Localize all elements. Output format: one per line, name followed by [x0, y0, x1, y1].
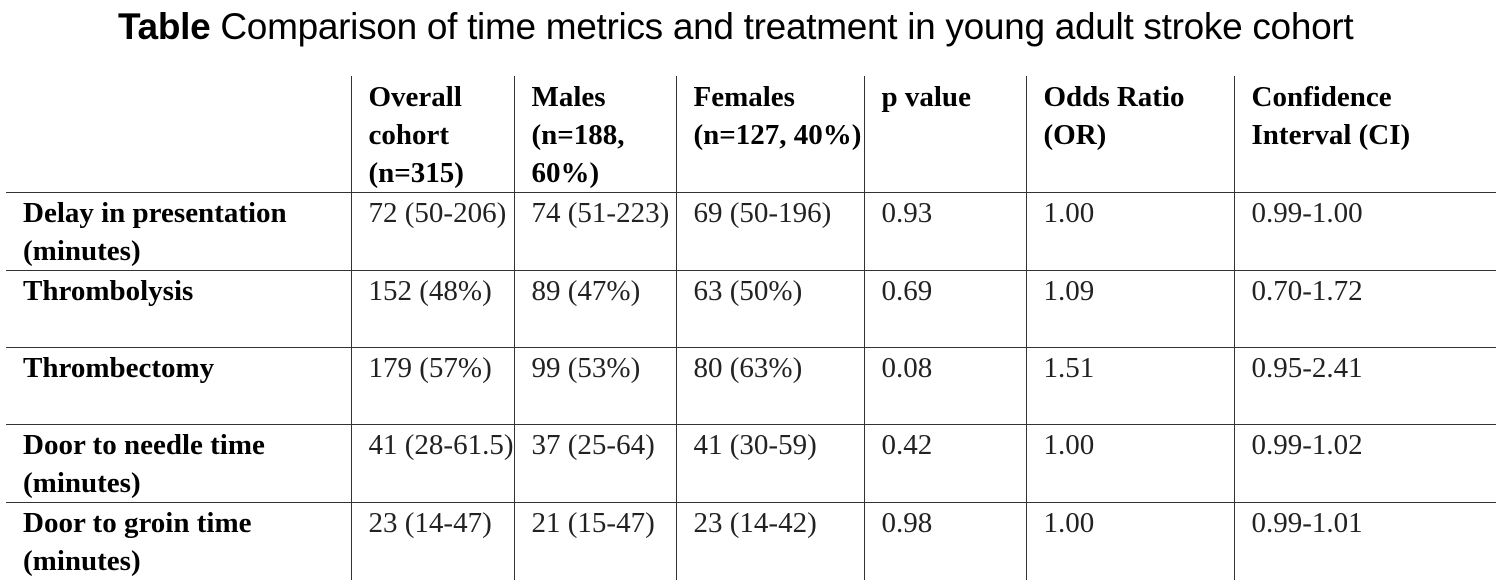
cell-females: 23 (14-42)	[675, 502, 864, 580]
cell-p-value: 0.42	[863, 424, 1026, 503]
cell-females: 63 (50%)	[675, 270, 864, 348]
cell-confidence-interval: 0.70-1.72	[1233, 270, 1496, 348]
cell-p-value: 0.98	[863, 502, 1026, 580]
cell-odds-ratio: 1.00	[1025, 502, 1234, 580]
cell-confidence-interval: 0.99-1.02	[1233, 424, 1496, 503]
cell-confidence-interval: 0.95-2.41	[1233, 347, 1496, 425]
cell-p-value: 0.69	[863, 270, 1026, 348]
cell-odds-ratio: 1.00	[1025, 424, 1234, 503]
header-males: Males (n=188, 60%)	[513, 76, 676, 193]
table-title-label: Table	[118, 6, 211, 47]
cell-females: 41 (30-59)	[675, 424, 864, 503]
header-odds-ratio: Odds Ratio (OR)	[1025, 76, 1234, 193]
table-row: Door to groin time (minutes) 23 (14-47) …	[6, 502, 1496, 580]
cell-overall: 179 (57%)	[350, 347, 514, 425]
cell-odds-ratio: 1.00	[1025, 192, 1234, 271]
table-row: Door to needle time (minutes) 41 (28-61.…	[6, 424, 1496, 503]
cell-females: 80 (63%)	[675, 347, 864, 425]
cell-females: 69 (50-196)	[675, 192, 864, 271]
row-label: Door to groin time (minutes)	[6, 502, 351, 580]
table-row: Thrombectomy 179 (57%) 99 (53%) 80 (63%)…	[6, 347, 1496, 425]
cell-overall: 152 (48%)	[350, 270, 514, 348]
cell-males: 99 (53%)	[513, 347, 676, 425]
cell-overall: 41 (28-61.5)	[350, 424, 514, 503]
header-confidence-interval: Confidence Interval (CI)	[1233, 76, 1496, 193]
header-corner	[6, 76, 351, 193]
table-row: Delay in presentation (minutes) 72 (50-2…	[6, 192, 1496, 271]
cell-overall: 23 (14-47)	[350, 502, 514, 580]
row-label: Delay in presentation (minutes)	[6, 192, 351, 271]
cell-p-value: 0.93	[863, 192, 1026, 271]
table-row: Thrombolysis 152 (48%) 89 (47%) 63 (50%)…	[6, 270, 1496, 348]
cell-overall: 72 (50-206)	[350, 192, 514, 271]
row-label: Thrombolysis	[6, 270, 351, 348]
cell-males: 74 (51-223)	[513, 192, 676, 271]
table-title: Table Comparison of time metrics and tre…	[118, 6, 1354, 48]
cell-males: 89 (47%)	[513, 270, 676, 348]
header-females: Females (n=127, 40%)	[675, 76, 864, 193]
table-title-text: Comparison of time metrics and treatment…	[210, 6, 1354, 47]
cell-confidence-interval: 0.99-1.00	[1233, 192, 1496, 271]
header-row: Overall cohort (n=315) Males (n=188, 60%…	[6, 76, 1496, 193]
cell-odds-ratio: 1.51	[1025, 347, 1234, 425]
cell-males: 37 (25-64)	[513, 424, 676, 503]
header-overall: Overall cohort (n=315)	[350, 76, 514, 193]
row-label: Door to needle time (minutes)	[6, 424, 351, 503]
cell-p-value: 0.08	[863, 347, 1026, 425]
cell-males: 21 (15-47)	[513, 502, 676, 580]
row-label: Thrombectomy	[6, 347, 351, 425]
comparison-table: Overall cohort (n=315) Males (n=188, 60%…	[6, 76, 1496, 580]
header-p-value: p value	[863, 76, 1026, 193]
cell-confidence-interval: 0.99-1.01	[1233, 502, 1496, 580]
cell-odds-ratio: 1.09	[1025, 270, 1234, 348]
